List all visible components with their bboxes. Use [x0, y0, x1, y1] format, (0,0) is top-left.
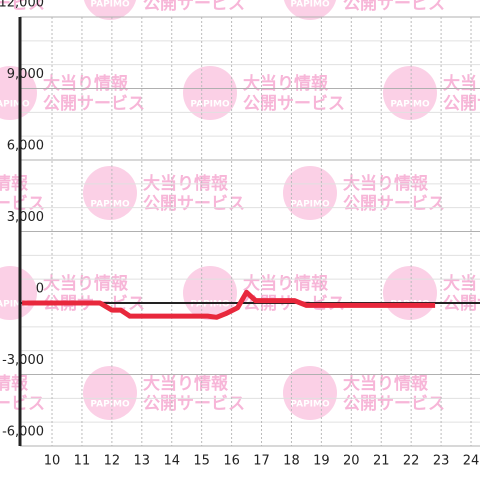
y-tick-label: 9,000 — [7, 67, 44, 82]
y-tick-label: 6,000 — [7, 139, 44, 154]
watermark-text: 公開サービス — [0, 394, 45, 414]
watermark-logo: PAPIMO — [190, 100, 230, 110]
x-tick-label: 23 — [433, 454, 450, 469]
watermark-circle — [0, 66, 37, 120]
watermark-logo: PAPIMO — [90, 200, 130, 210]
watermark-logo: PAPIMO — [190, 300, 230, 310]
watermark-circle — [83, 166, 137, 220]
x-tick-label: 15 — [193, 454, 210, 469]
x-tick-label: 10 — [44, 454, 61, 469]
watermark-text: 公開サービス — [243, 94, 345, 114]
watermark-text: 大当り情報 — [243, 273, 329, 294]
x-tick-label: 13 — [134, 454, 151, 469]
watermark-text: 大当り情報 — [443, 273, 480, 294]
x-tick-label: 11 — [74, 454, 91, 469]
watermark-text: 公開サービス — [443, 94, 480, 114]
watermark-circle — [383, 66, 437, 120]
watermark-text: 公開サービス — [0, 0, 45, 14]
watermark-circle — [283, 166, 337, 220]
watermark-circle — [283, 0, 337, 20]
watermark-text: 大当り情報 — [43, 273, 129, 294]
watermark-text: 大当り情報 — [143, 373, 229, 394]
watermark-text: 公開サービス — [343, 394, 445, 414]
watermark-text: 公開サービス — [143, 0, 245, 14]
y-tick-label: 0 — [36, 282, 44, 297]
x-tick-label: 17 — [253, 454, 270, 469]
y-tick-label: -3,000 — [2, 353, 44, 368]
watermark-text: 公開サービス — [0, 194, 45, 214]
watermark-text: 公開サービス — [143, 394, 245, 414]
watermark-text: 大当り情報 — [343, 373, 429, 394]
x-tick-label: 19 — [313, 454, 330, 469]
watermark-text: 公開サービス — [343, 0, 445, 14]
watermark-text: 大当り情報 — [243, 73, 329, 94]
watermark-text: 大当り情報 — [0, 173, 29, 194]
watermark-logo: PAPIMO — [0, 300, 30, 310]
x-tick-label: 20 — [343, 454, 360, 469]
watermark-logo: PAPIMO — [290, 400, 330, 410]
watermark-logo: PAPIMO — [290, 0, 330, 10]
x-tick-label: 24 — [463, 454, 480, 469]
watermark-circle — [283, 366, 337, 420]
watermark-logo: PAPIMO — [290, 200, 330, 210]
watermark-logo: PAPIMO — [90, 400, 130, 410]
watermark-circle — [183, 66, 237, 120]
data-line — [22, 289, 436, 320]
watermark-circle — [83, 366, 137, 420]
watermark-text: 大当り情報 — [43, 73, 129, 94]
x-tick-label: 22 — [403, 454, 420, 469]
y-tick-label: 12,000 — [0, 0, 44, 11]
watermark-text: 公開サービス — [343, 194, 445, 214]
x-tick-label: 21 — [373, 454, 390, 469]
x-tick-label: 16 — [223, 454, 240, 469]
watermark-text: 大当り情報 — [0, 373, 29, 394]
watermark-logo: PAPIMO — [90, 0, 130, 10]
watermark-text: 大当り情報 — [443, 73, 480, 94]
watermark-logo: PAPIMO — [0, 100, 30, 110]
y-tick-label: 3,000 — [7, 210, 44, 225]
watermark-circle — [83, 0, 137, 20]
y-tick-label: -6,000 — [2, 425, 44, 440]
watermark-text: 公開サービス — [143, 194, 245, 214]
x-tick-label: 14 — [163, 454, 180, 469]
watermark-text: 公開サービス — [43, 94, 145, 114]
watermark-circle — [383, 266, 437, 320]
watermark-logo: PAPIMO — [390, 100, 430, 110]
x-tick-label: 18 — [283, 454, 300, 469]
x-tick-label: 12 — [104, 454, 121, 469]
